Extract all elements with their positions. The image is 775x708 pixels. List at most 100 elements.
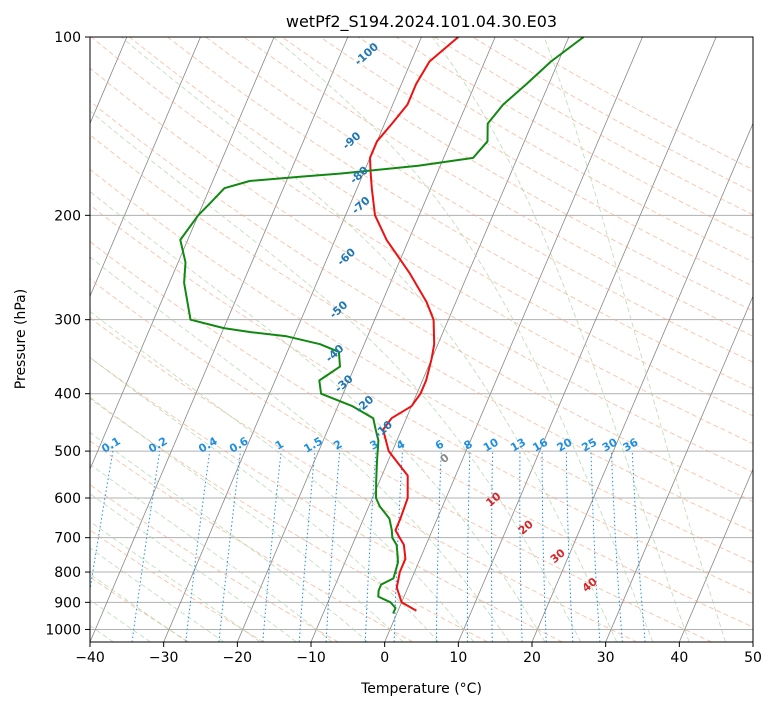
dry-adiabat — [205, 37, 753, 363]
moist-adiabat — [90, 110, 582, 642]
isotherm — [90, 37, 275, 471]
mixing-ratio-label: 16 — [530, 435, 550, 454]
mixing-ratio-line — [90, 451, 114, 593]
dry-adiabat — [90, 278, 712, 642]
moist-adiabat — [90, 547, 225, 642]
moist-adiabat — [431, 37, 690, 642]
mixing-ratio-label: 8 — [462, 438, 475, 453]
x-tick-label: 30 — [597, 650, 615, 666]
isotherm — [163, 37, 422, 642]
x-tick-label: 20 — [523, 650, 541, 666]
moist-adiabat — [90, 396, 404, 642]
moist-adiabat — [90, 356, 439, 642]
y-tick-label: 500 — [54, 444, 81, 460]
y-tick-label: 300 — [54, 313, 81, 329]
moist-adiabat — [90, 463, 333, 642]
mixing-ratio-label: 30 — [600, 435, 620, 454]
dry-adiabat-label: -30 — [332, 372, 356, 395]
dry-adiabat-label: -40 — [323, 342, 347, 365]
x-tick-label: 40 — [670, 650, 688, 666]
chart-title: wetPf2_S194.2024.101.04.30.E03 — [286, 12, 557, 32]
y-tick-label: 900 — [54, 595, 81, 611]
mixing-ratio-label: 0.4 — [196, 434, 220, 455]
moist-adiabat — [272, 37, 654, 642]
isotherm — [236, 37, 496, 642]
mixing-ratio-line — [262, 451, 282, 642]
mixing-ratio-label: 2 — [331, 438, 344, 453]
plot-frame — [89, 36, 754, 643]
isotherm — [384, 37, 643, 642]
mixing-ratio-line — [631, 451, 646, 642]
mixing-ratio-label: 25 — [579, 436, 599, 455]
moist-adiabat — [90, 310, 475, 642]
dry-adiabat — [434, 37, 753, 216]
moist-adiabat — [90, 431, 368, 642]
dry-adiabat — [243, 37, 753, 337]
dry-adiabat — [90, 67, 753, 473]
y-tick-label: 200 — [54, 208, 81, 224]
mixing-ratio-line — [491, 451, 494, 642]
x-tick-label: 0 — [380, 650, 389, 666]
mixing-ratio-line — [218, 451, 241, 642]
mixing-ratio-label: 20 — [555, 435, 575, 454]
y-tick-label: 700 — [54, 531, 81, 547]
dry-adiabat — [167, 37, 753, 390]
dry-adiabat-label: -100 — [352, 40, 381, 68]
dry-adiabat — [357, 37, 753, 263]
y-tick-label: 400 — [54, 387, 81, 403]
y-tick-label: 100 — [54, 30, 81, 46]
moist-adiabat — [90, 520, 261, 642]
dewpoint-profile — [179, 37, 585, 614]
dry-adiabat — [90, 398, 488, 642]
moist-adiabat — [90, 573, 188, 642]
x-tick-label: −20 — [223, 650, 253, 666]
mixing-ratio-label: 10 — [481, 435, 501, 454]
mixing-ratio-line — [590, 451, 601, 642]
dry-adiabat — [510, 37, 753, 171]
isotherm — [90, 37, 201, 298]
isotherm — [752, 640, 753, 642]
mixing-ratio-label: 0.6 — [227, 434, 251, 455]
temperature-profile — [369, 37, 459, 612]
dry-adiabat — [281, 37, 753, 312]
moist-adiabat-label: 10 — [483, 489, 503, 509]
moist-adiabat-label: 30 — [548, 546, 568, 566]
isotherm — [90, 37, 349, 642]
mixing-ratio-line — [611, 451, 623, 642]
y-tick-label: 600 — [54, 491, 81, 507]
mixing-ratio-line — [466, 451, 471, 642]
dry-adiabat-label: -90 — [340, 129, 364, 152]
mixing-ratio-label: 13 — [508, 436, 528, 455]
x-axis-label: Temperature (°C) — [360, 681, 482, 697]
isotherm — [678, 468, 753, 642]
moist-adiabat — [90, 191, 546, 642]
y-tick-label: 1000 — [45, 622, 81, 638]
dry-adiabat — [90, 440, 414, 642]
dry-adiabat — [90, 134, 753, 533]
mixing-ratio-line — [298, 451, 316, 642]
isotherm — [457, 37, 717, 642]
dry-adiabat — [90, 357, 563, 642]
background-lines — [90, 37, 753, 642]
dry-adiabat — [472, 37, 753, 193]
y-axis-label: Pressure (hPa) — [13, 289, 29, 389]
x-tick-label: −40 — [75, 650, 105, 666]
mixing-ratio-line — [364, 451, 377, 642]
x-tick-label: 50 — [744, 650, 762, 666]
dry-adiabat-label: -20 — [353, 393, 377, 416]
moist-adiabat-label: 40 — [580, 575, 600, 595]
mixing-ratio-line — [185, 451, 211, 642]
moist-adiabat — [543, 37, 726, 642]
x-tick-label: −30 — [149, 650, 179, 666]
dry-adiabat — [90, 204, 753, 595]
moist-adiabat — [90, 493, 297, 642]
dry-adiabat — [90, 100, 753, 503]
mixing-ratio-label: 0.1 — [99, 435, 122, 456]
mixing-ratio-label: 1.5 — [301, 435, 324, 456]
x-tick-label: 10 — [449, 650, 467, 666]
axes: −40 −30 −20 −10 0 10 20 30 40 5010020030040050060… — [45, 30, 762, 666]
dry-adiabat — [90, 484, 339, 642]
x-tick-label: −10 — [296, 650, 326, 666]
moist-adiabat-label: 0 — [438, 451, 452, 466]
